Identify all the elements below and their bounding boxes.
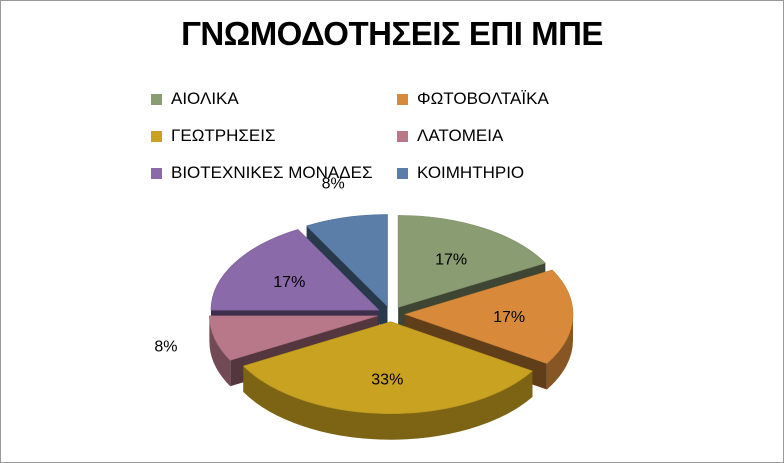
legend-label: ΛΑΤΟΜΕΙΑ (417, 126, 504, 145)
slice-top (397, 215, 546, 308)
legend-label: ΓΕΩΤΡΗΣΕΙΣ (171, 126, 276, 145)
data-label: 17% (273, 274, 305, 291)
legend-label: ΦΩΤΟΒΟΛΤΑΪΚΑ (417, 89, 549, 108)
legend-swatch (397, 93, 408, 105)
legend-swatch (397, 130, 408, 142)
legend-label: ΒΙΟΤΕΧΝΙΚΕΣ ΜΟΝΑΔΕΣ (171, 163, 373, 182)
data-label: 8% (154, 339, 177, 356)
slice-outer-wall (546, 314, 573, 390)
legend-swatch (151, 93, 162, 105)
legend-item-viotexnikes-monades: ΒΙΟΤΕΧΝΙΚΕΣ ΜΟΝΑΔΕΣ (151, 161, 397, 185)
pie-slice (242, 321, 533, 440)
data-label: 17% (493, 309, 525, 326)
legend-item-aiolika: ΑΙΟΛΙΚΑ (151, 87, 397, 111)
legend-swatch (397, 167, 408, 179)
slice-top (306, 214, 388, 308)
chart-title: ΓΝΩΜΟΔΟΤΗΣΕΙΣ ΕΠΙ ΜΠΕ (181, 15, 603, 52)
legend-label: ΑΙΟΛΙΚΑ (171, 89, 239, 108)
legend-item-koimitirio: ΚΟΙΜΗΤΗΡΙΟ (397, 161, 597, 185)
legend-swatch (151, 130, 162, 142)
slice-outer-wall (209, 315, 231, 387)
legend-item-latomeia: ΛΑΤΟΜΕΙΑ (397, 124, 597, 148)
data-label: 8% (322, 176, 345, 193)
legend-item-geotriseis: ΓΕΩΤΡΗΣΕΙΣ (151, 124, 397, 148)
slice-top (209, 315, 378, 361)
slice-outer-wall (243, 366, 533, 440)
legend-label: ΚΟΙΜΗΤΗΡΙΟ (417, 163, 525, 182)
legend-item-fotovoltaika: ΦΩΤΟΒΟΛΤΑΪΚΑ (397, 87, 597, 111)
slice-top (242, 321, 533, 414)
slice-top (210, 229, 380, 311)
slice-top (404, 269, 574, 364)
legend-swatch (151, 167, 162, 179)
chart-legend: ΑΙΟΛΙΚΑ ΦΩΤΟΒΟΛΤΑΪΚΑ ΓΕΩΤΡΗΣΕΙΣ ΛΑΤΟΜΕΙΑ… (151, 87, 597, 185)
data-label: 33% (371, 372, 403, 389)
data-label: 17% (435, 251, 467, 268)
